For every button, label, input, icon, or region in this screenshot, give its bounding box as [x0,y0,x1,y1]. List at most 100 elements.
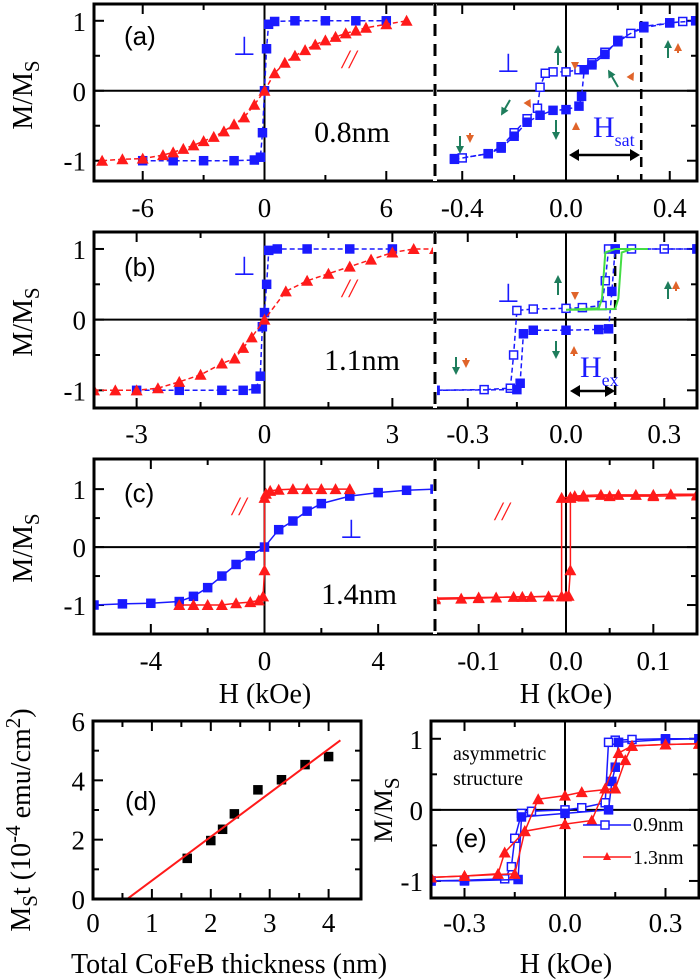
x-tick-label: 0 [86,908,100,938]
data-point-square [269,16,280,27]
data-point-square [512,305,522,316]
data-point-square [607,286,617,297]
data-point-triangle [309,38,322,50]
data-point-triangle [492,867,504,879]
data-point-triangle [258,84,271,96]
data-point-square [245,551,256,561]
data-point-triangle [647,490,660,502]
subplot-a-left: -6 0 6 1 0 -1 [64,2,437,223]
thickness-label: 0.8nm [314,116,390,149]
data-point-square [518,329,529,339]
data-point-square [535,82,545,93]
data-point-triangle [207,130,220,142]
arrow-head [466,135,474,143]
data-point-triangle [322,267,335,279]
x-tick-label: 0 [258,193,272,223]
perpendicular-label: ⊥ [233,32,256,61]
arrow-head [664,281,672,289]
data-point-square [198,155,209,166]
arrow-head [570,346,578,354]
spin-arrow-icon [570,346,578,356]
data-point-triangle [268,67,281,79]
x-tick-label: 4 [322,908,336,938]
data-point-square [560,808,570,819]
data-point-square [174,385,184,396]
data-point-square [168,155,178,166]
arrow-head [672,281,680,289]
series-line [435,248,697,392]
y-tick-label: -1 [64,376,87,406]
data-point-triangle [458,869,471,881]
arrow-head [664,40,672,48]
data-point-square [261,279,272,290]
series-group [431,734,699,886]
spin-arrow-icon [452,357,460,375]
data-point-square [548,67,558,77]
spin-arrow-icon [572,122,580,130]
data-point-triangle [130,384,143,396]
arrow-head [571,62,579,70]
legend-label: 0.9nm [633,814,684,836]
y-tick-label: 6 [72,707,86,737]
arrow-head [452,367,460,375]
data-point-triangle [380,18,393,30]
data-point-square [264,245,274,256]
y-tick-label: 2 [72,826,86,856]
y-tick-label: 0 [73,306,87,336]
data-point-square [603,805,614,815]
x-tick-label: 0.0 [549,193,583,223]
data-point-square [535,110,545,120]
data-point-square [516,812,527,822]
thickness-label: 1.1nm [324,344,400,377]
data-point-triangle [157,149,170,161]
data-point-triangle [612,746,625,758]
x-tick-label: 4 [371,646,385,676]
spin-arrow-icon [456,136,464,154]
data-point-square [577,802,587,813]
legend-marker-triangle [603,852,611,860]
arrow-head [552,351,560,359]
spin-arrow-icon [466,133,474,143]
data-point-square [579,65,589,75]
data-point-triangle [288,49,301,61]
data-point-square [522,117,532,127]
data-point-triangle [407,242,420,254]
data-point-triangle [472,591,485,603]
data-point-square [561,303,571,314]
data-point-triangle [230,597,243,609]
arrow-head [456,146,464,154]
data-point-square [692,244,697,254]
series-group [435,244,697,396]
data-point-square [603,737,614,748]
data-point-square [257,127,268,138]
data-point-square [231,559,241,570]
data-point-triangle [248,98,261,110]
data-point-triangle [109,384,122,396]
data-point-triangle [564,564,577,576]
data-point-triangle [228,352,241,364]
y-axis-label-e: M/MS [369,777,404,842]
data-point-triangle [194,368,207,380]
data-point-triangle [498,846,511,858]
arrow-head [462,360,470,368]
data-point-triangle [245,331,258,343]
data-point-square [548,105,558,116]
data-point-triangle [562,589,575,601]
data-point-square [217,571,227,581]
data-point-square [639,21,649,32]
y-tick-label: 1 [410,725,424,755]
series-group [96,14,413,166]
data-point-square [401,485,412,496]
data-point-triangle [508,867,521,879]
data-point-triangle [359,21,372,33]
data-point-square [253,785,263,795]
x-tick-label: 2 [204,908,218,938]
plot-frame [429,719,700,900]
arrow-head-right [605,385,615,397]
data-point-triangle [136,152,149,164]
series-line [565,248,648,311]
parallel-label: // [340,45,359,74]
subplot-b-right: -0.3 0.0 0.3 [433,230,699,449]
data-point-triangle [116,153,129,165]
spin-arrow-icon [608,69,619,88]
